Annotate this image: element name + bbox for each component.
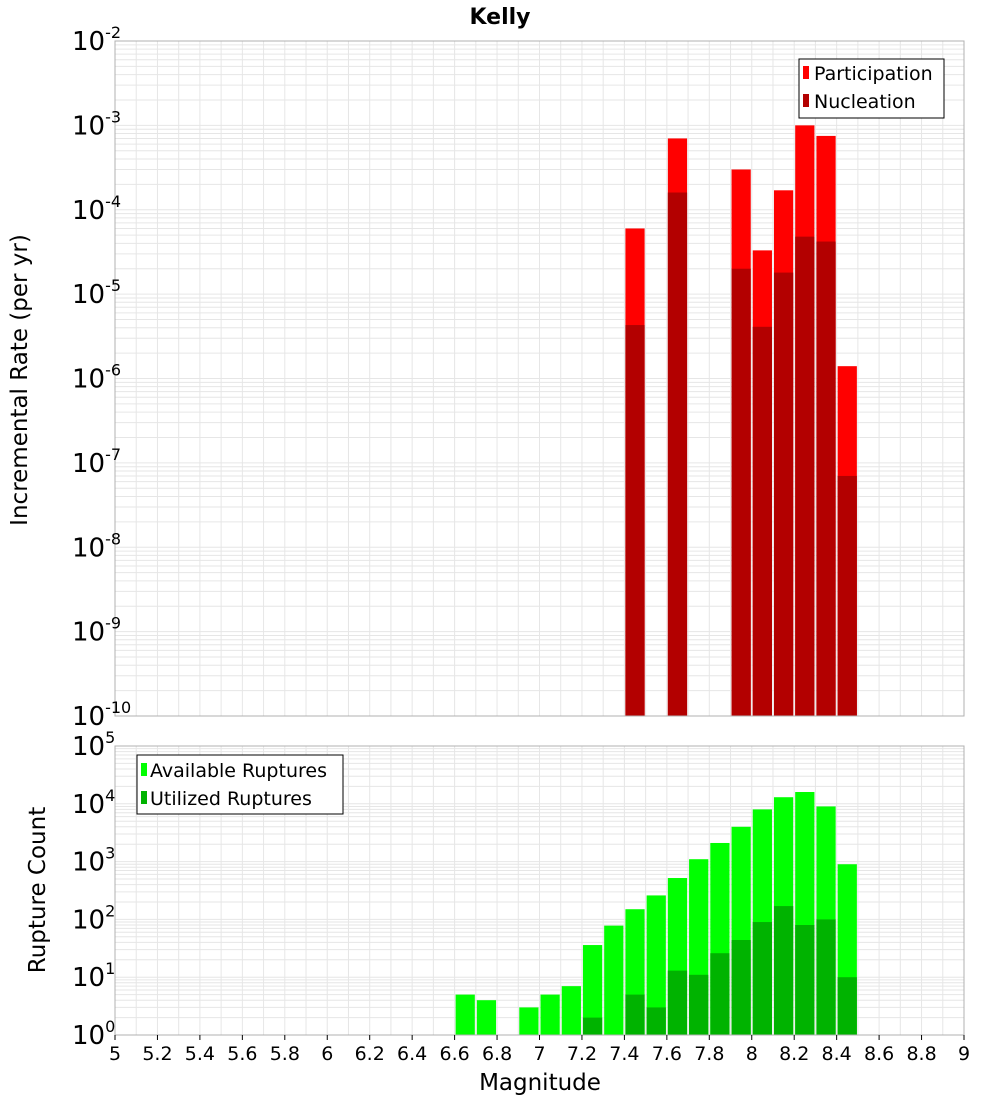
y-tick-label: 104	[72, 786, 115, 820]
x-tick-label: 6	[321, 1043, 333, 1065]
x-tick-label: 5	[109, 1043, 121, 1065]
x-tick-label: 8.4	[822, 1043, 852, 1065]
count-bar-available-ruptures	[604, 925, 624, 1035]
rate-bar-nucleation	[773, 272, 794, 716]
y-tick-label: 101	[72, 959, 115, 993]
x-tick-label: 6.4	[397, 1043, 427, 1065]
x-tick-label: 8.8	[906, 1043, 936, 1065]
count-bar-utilized-ruptures	[667, 970, 688, 1035]
count-plot-y-axis-label: Rupture Count	[25, 807, 51, 973]
count-bar-utilized-ruptures	[773, 906, 794, 1035]
count-bar-utilized-ruptures	[582, 1017, 603, 1035]
count-bar-utilized-ruptures	[837, 977, 857, 1035]
rate-plot-bars	[625, 125, 857, 717]
count-plot-legend: Available Ruptures Utilized Ruptures	[136, 754, 344, 815]
y-tick-label: 10-7	[72, 445, 121, 479]
legend-swatch-participation	[803, 66, 809, 79]
count-bar-available-ruptures	[476, 1000, 497, 1035]
count-plot-y-ticks: 100 101 102 103 104 105	[72, 728, 115, 1051]
y-tick-label: 10-3	[72, 107, 121, 141]
y-tick-label: 100	[72, 1017, 115, 1051]
legend-label-utilized: Utilized Ruptures	[150, 788, 312, 810]
rate-plot-y-axis-label: Incremental Rate (per yr)	[7, 234, 33, 526]
x-tick-label: 7.6	[652, 1043, 682, 1065]
y-tick-label: 105	[72, 728, 115, 762]
y-tick-label: 10-5	[72, 276, 121, 310]
count-bar-utilized-ruptures	[752, 922, 772, 1035]
count-bar-utilized-ruptures	[625, 994, 645, 1035]
count-plot: 100 101 102 103 104 105 5 5.2 5.4 5.6 5.8 6 6.2 6.4 6…	[25, 728, 970, 1096]
rate-plot-y-ticks: 10-10 10-9 10-8 10-7 10-6 10-5 10-4 10-3 10-2	[72, 23, 131, 732]
legend-box	[136, 754, 344, 815]
x-tick-label: 7.8	[694, 1043, 724, 1065]
legend-swatch-utilized	[141, 791, 147, 804]
x-tick-label: 5.2	[142, 1043, 172, 1065]
rate-plot-legend: Participation Nucleation	[798, 58, 945, 119]
count-bar-available-ruptures	[582, 945, 603, 1035]
x-tick-label: 6.2	[355, 1043, 385, 1065]
rate-plot-frame	[114, 40, 965, 717]
count-bar-utilized-ruptures	[689, 974, 709, 1035]
count-bar-utilized-ruptures	[795, 925, 815, 1035]
x-tick-label: 8	[746, 1043, 758, 1065]
rate-bar-nucleation	[625, 325, 645, 716]
legend-box	[798, 58, 945, 119]
x-tick-label: 7	[533, 1043, 545, 1065]
rate-bar-nucleation	[667, 192, 688, 717]
count-bar-available-ruptures	[540, 994, 560, 1035]
rate-bar-nucleation	[837, 475, 857, 716]
count-bar-utilized-ruptures	[816, 919, 836, 1035]
legend-swatch-available	[141, 763, 147, 776]
y-tick-label: 10-10	[72, 698, 131, 732]
legend-label-available: Available Ruptures	[150, 760, 327, 782]
chart-title: Kelly	[469, 5, 530, 30]
y-tick-label: 10-6	[72, 361, 121, 395]
legend-label-nucleation: Nucleation	[814, 91, 916, 113]
x-tick-label: 5.8	[270, 1043, 300, 1065]
rate-bar-nucleation	[731, 268, 751, 716]
rate-plot-grid	[114, 41, 965, 717]
x-tick-label: 7.2	[567, 1043, 597, 1065]
y-tick-label: 10-8	[72, 529, 121, 563]
x-tick-label: 5.4	[185, 1043, 215, 1065]
y-tick-label: 10-4	[72, 192, 121, 226]
y-tick-label: 10-2	[72, 23, 121, 57]
x-tick-label: 9	[958, 1043, 970, 1065]
rate-bar-nucleation	[816, 241, 836, 717]
rate-bar-nucleation	[752, 326, 772, 716]
y-tick-label: 102	[72, 901, 115, 935]
y-tick-label: 10-9	[72, 614, 121, 648]
count-bar-available-ruptures	[646, 895, 666, 1035]
x-tick-label: 6.8	[482, 1043, 512, 1065]
count-bar-available-ruptures	[519, 1007, 539, 1035]
y-tick-label: 103	[72, 844, 115, 878]
legend-swatch-nucleation	[803, 94, 809, 107]
count-bar-available-ruptures	[561, 986, 581, 1035]
x-tick-label: 8.6	[864, 1043, 894, 1065]
count-bar-utilized-ruptures	[710, 953, 730, 1035]
rate-plot: 10-10 10-9 10-8 10-7 10-6 10-5 10-4 10-3 10-2 In…	[7, 23, 965, 732]
count-plot-bars	[455, 792, 857, 1035]
count-bar-available-ruptures	[455, 994, 475, 1035]
x-tick-label: 7.4	[609, 1043, 639, 1065]
x-tick-label: 6.6	[439, 1043, 469, 1065]
count-plot-x-ticks: 5 5.2 5.4 5.6 5.8 6 6.2 6.4 6.6 6.8 7 7.2 7.4 7.6 7.8 8…	[109, 1035, 970, 1065]
x-tick-label: 5.6	[227, 1043, 257, 1065]
rate-bar-nucleation	[795, 236, 815, 716]
count-bar-utilized-ruptures	[646, 1007, 666, 1035]
legend-label-participation: Participation	[814, 63, 933, 85]
count-bar-utilized-ruptures	[731, 940, 751, 1035]
x-axis-label: Magnitude	[479, 1070, 601, 1096]
x-tick-label: 8.2	[779, 1043, 809, 1065]
